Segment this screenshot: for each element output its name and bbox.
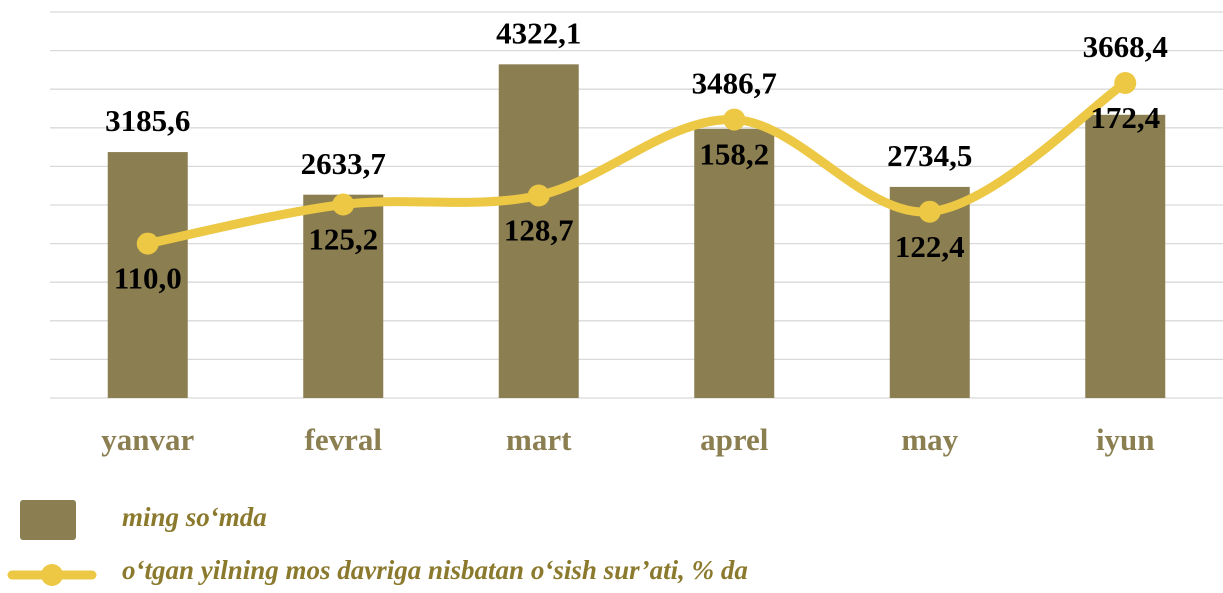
line-marker xyxy=(332,193,355,216)
line-data-label: 125,2 xyxy=(308,222,378,257)
line-data-label: 128,7 xyxy=(504,213,574,248)
bar xyxy=(303,194,384,398)
bar-data-label: 3668,4 xyxy=(1083,29,1168,64)
bar xyxy=(694,128,775,398)
legend-label: ming so‘mda xyxy=(122,502,267,532)
legend-marker xyxy=(41,564,63,586)
x-tick-label: aprel xyxy=(700,422,769,457)
x-tick-label: fevral xyxy=(305,422,383,457)
line-data-label: 122,4 xyxy=(895,229,965,264)
x-tick-label: may xyxy=(901,422,958,457)
line xyxy=(143,78,1130,249)
line-data-label: 110,0 xyxy=(114,261,182,296)
line-marker xyxy=(136,232,159,255)
line-marker xyxy=(1114,72,1137,95)
bar xyxy=(498,64,579,399)
bar xyxy=(107,152,188,398)
line-data-label: 158,2 xyxy=(699,137,769,172)
bar-data-label: 4322,1 xyxy=(496,15,581,50)
x-tick-label: mart xyxy=(506,422,572,457)
bar-data-label: 3185,6 xyxy=(105,103,190,138)
legend-swatch xyxy=(20,500,76,540)
line-data-label: 172,4 xyxy=(1090,100,1160,135)
bar-data-label: 3486,7 xyxy=(692,66,777,101)
line-marker xyxy=(527,184,550,207)
legend-label: o‘tgan yilning mos davriga nisbatan o‘si… xyxy=(122,555,748,585)
x-tick-label: iyun xyxy=(1096,422,1155,457)
bar-data-label: 2734,5 xyxy=(887,138,972,173)
line-marker xyxy=(723,108,746,131)
bar xyxy=(1085,114,1166,398)
bar-data-label: 2633,7 xyxy=(301,146,386,181)
x-tick-label: yanvar xyxy=(101,422,194,457)
line-marker xyxy=(918,200,941,223)
